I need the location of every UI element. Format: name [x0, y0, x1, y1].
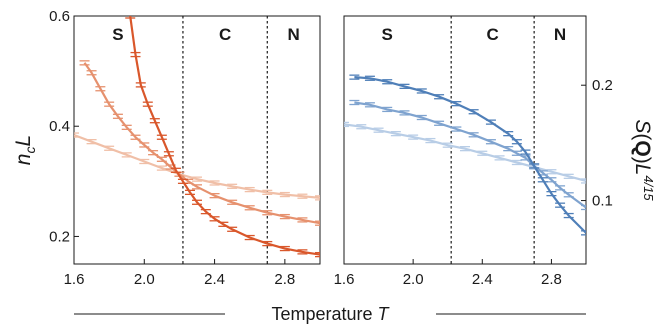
left-series-line — [129, 16, 320, 256]
right-x-tick-label: 2.4 — [472, 271, 493, 288]
left-y-tick-label: 0.4 — [49, 118, 70, 135]
left-x-tick-label: 2.0 — [134, 271, 155, 288]
right-panel: 1.6 2.0 2.4 2.8 0.1 0.2 S C N S(Q)L4/15 — [334, 15, 656, 288]
left-region-label: C — [219, 25, 231, 44]
left-y-axis-label: ncL — [12, 135, 38, 165]
left-series-1 — [125, 16, 320, 258]
right-series-2 — [349, 99, 586, 211]
left-series-3 — [74, 132, 320, 201]
left-y-tick-label: 0.2 — [49, 228, 70, 245]
right-region-label: S — [382, 25, 393, 44]
x-axis-label: Temperature T — [271, 304, 390, 324]
left-region-label: N — [288, 25, 300, 44]
left-plot-frame — [73, 15, 321, 265]
right-y-tick-label: 0.2 — [592, 77, 613, 94]
left-x-tick-label: 2.4 — [204, 271, 225, 288]
left-region-label: S — [112, 25, 123, 44]
left-y-tick-label: 0.6 — [49, 8, 70, 25]
right-series-3 — [344, 121, 586, 184]
right-region-label: C — [487, 25, 499, 44]
right-region-label: N — [554, 25, 566, 44]
right-plot-marks: 1.6 2.0 2.4 2.8 0.1 0.2 S C N — [334, 16, 613, 288]
right-y-axis-label: S(Q)L4/15 — [631, 119, 656, 201]
right-plot-frame — [343, 15, 587, 265]
left-x-tick-label: 1.6 — [64, 271, 85, 288]
left-series-line — [74, 133, 320, 199]
right-x-tick-label: 1.6 — [334, 271, 355, 288]
right-y-tick-label: 0.1 — [592, 193, 613, 210]
left-plot-marks: 1.6 2.0 2.4 2.8 0.2 0.4 0.6 S C N — [49, 8, 320, 288]
right-series-line — [344, 123, 586, 182]
right-x-tick-label: 2.8 — [541, 271, 562, 288]
right-x-tick-label: 2.0 — [403, 271, 424, 288]
left-series-2 — [79, 60, 320, 226]
left-panel: 1.6 2.0 2.4 2.8 0.2 0.4 0.6 S C N ncL — [12, 8, 321, 288]
left-x-tick-label: 2.8 — [274, 271, 295, 288]
right-series-1 — [349, 74, 586, 236]
left-series-line — [83, 62, 320, 225]
right-series-line — [354, 76, 586, 234]
